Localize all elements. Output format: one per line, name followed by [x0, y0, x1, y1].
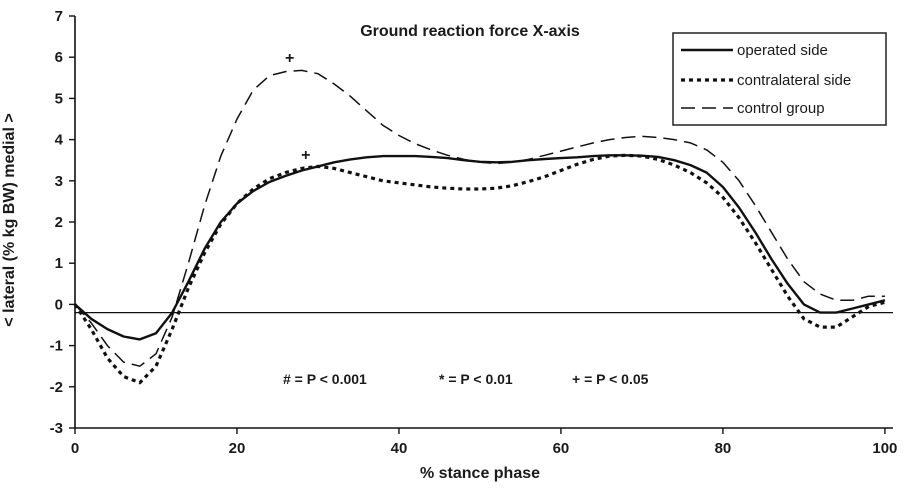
legend: operated side contralateral side control…	[672, 32, 887, 126]
annotation-p05: + = P < 0.05	[572, 371, 649, 387]
x-tick-label: 40	[391, 440, 408, 457]
y-tick-label: 0	[55, 296, 63, 313]
legend-label-operated: operated side	[737, 42, 828, 59]
x-tick-label: 20	[229, 440, 246, 457]
x-axis-label: % stance phase	[420, 465, 540, 482]
x-tick-label: 0	[71, 440, 79, 457]
series-line-operated-side	[74, 154, 886, 341]
y-tick-label: 5	[55, 90, 63, 107]
legend-label-control: control group	[737, 100, 825, 117]
annotation-p001: # = P < 0.001	[283, 371, 367, 387]
y-tick-label: 4	[55, 132, 64, 149]
x-tick-label: 60	[553, 440, 570, 457]
y-tick-label: 1	[55, 255, 63, 272]
legend-label-contralateral: contralateral side	[737, 72, 851, 89]
y-tick-label: -3	[50, 420, 63, 437]
series-lines	[73, 69, 886, 385]
y-tick-label: 2	[55, 214, 63, 231]
y-tick-label: 3	[55, 173, 63, 190]
chart-title: Ground reaction force X-axis	[360, 23, 580, 40]
series-line-control-group	[74, 69, 885, 367]
annotation-p01: * = P < 0.01	[439, 371, 513, 387]
significance-markers: ++	[285, 50, 311, 164]
y-tick-label: -2	[50, 379, 63, 396]
x-tick-label: 80	[715, 440, 732, 457]
significance-marker: +	[301, 147, 310, 164]
y-axis-label: < lateral (% kg BW) medial >	[1, 113, 18, 326]
y-tick-label: 7	[55, 8, 63, 25]
y-tick-label: 6	[55, 49, 63, 66]
series-line-contralateral-side	[73, 153, 886, 385]
y-tick-label: -1	[50, 338, 63, 355]
significance-marker: +	[285, 50, 294, 67]
x-tick-label: 100	[872, 440, 897, 457]
axes: -3 -2 -1 0 1 2 3 4 5 6 7 0 20 40 60 80 100	[50, 8, 898, 457]
